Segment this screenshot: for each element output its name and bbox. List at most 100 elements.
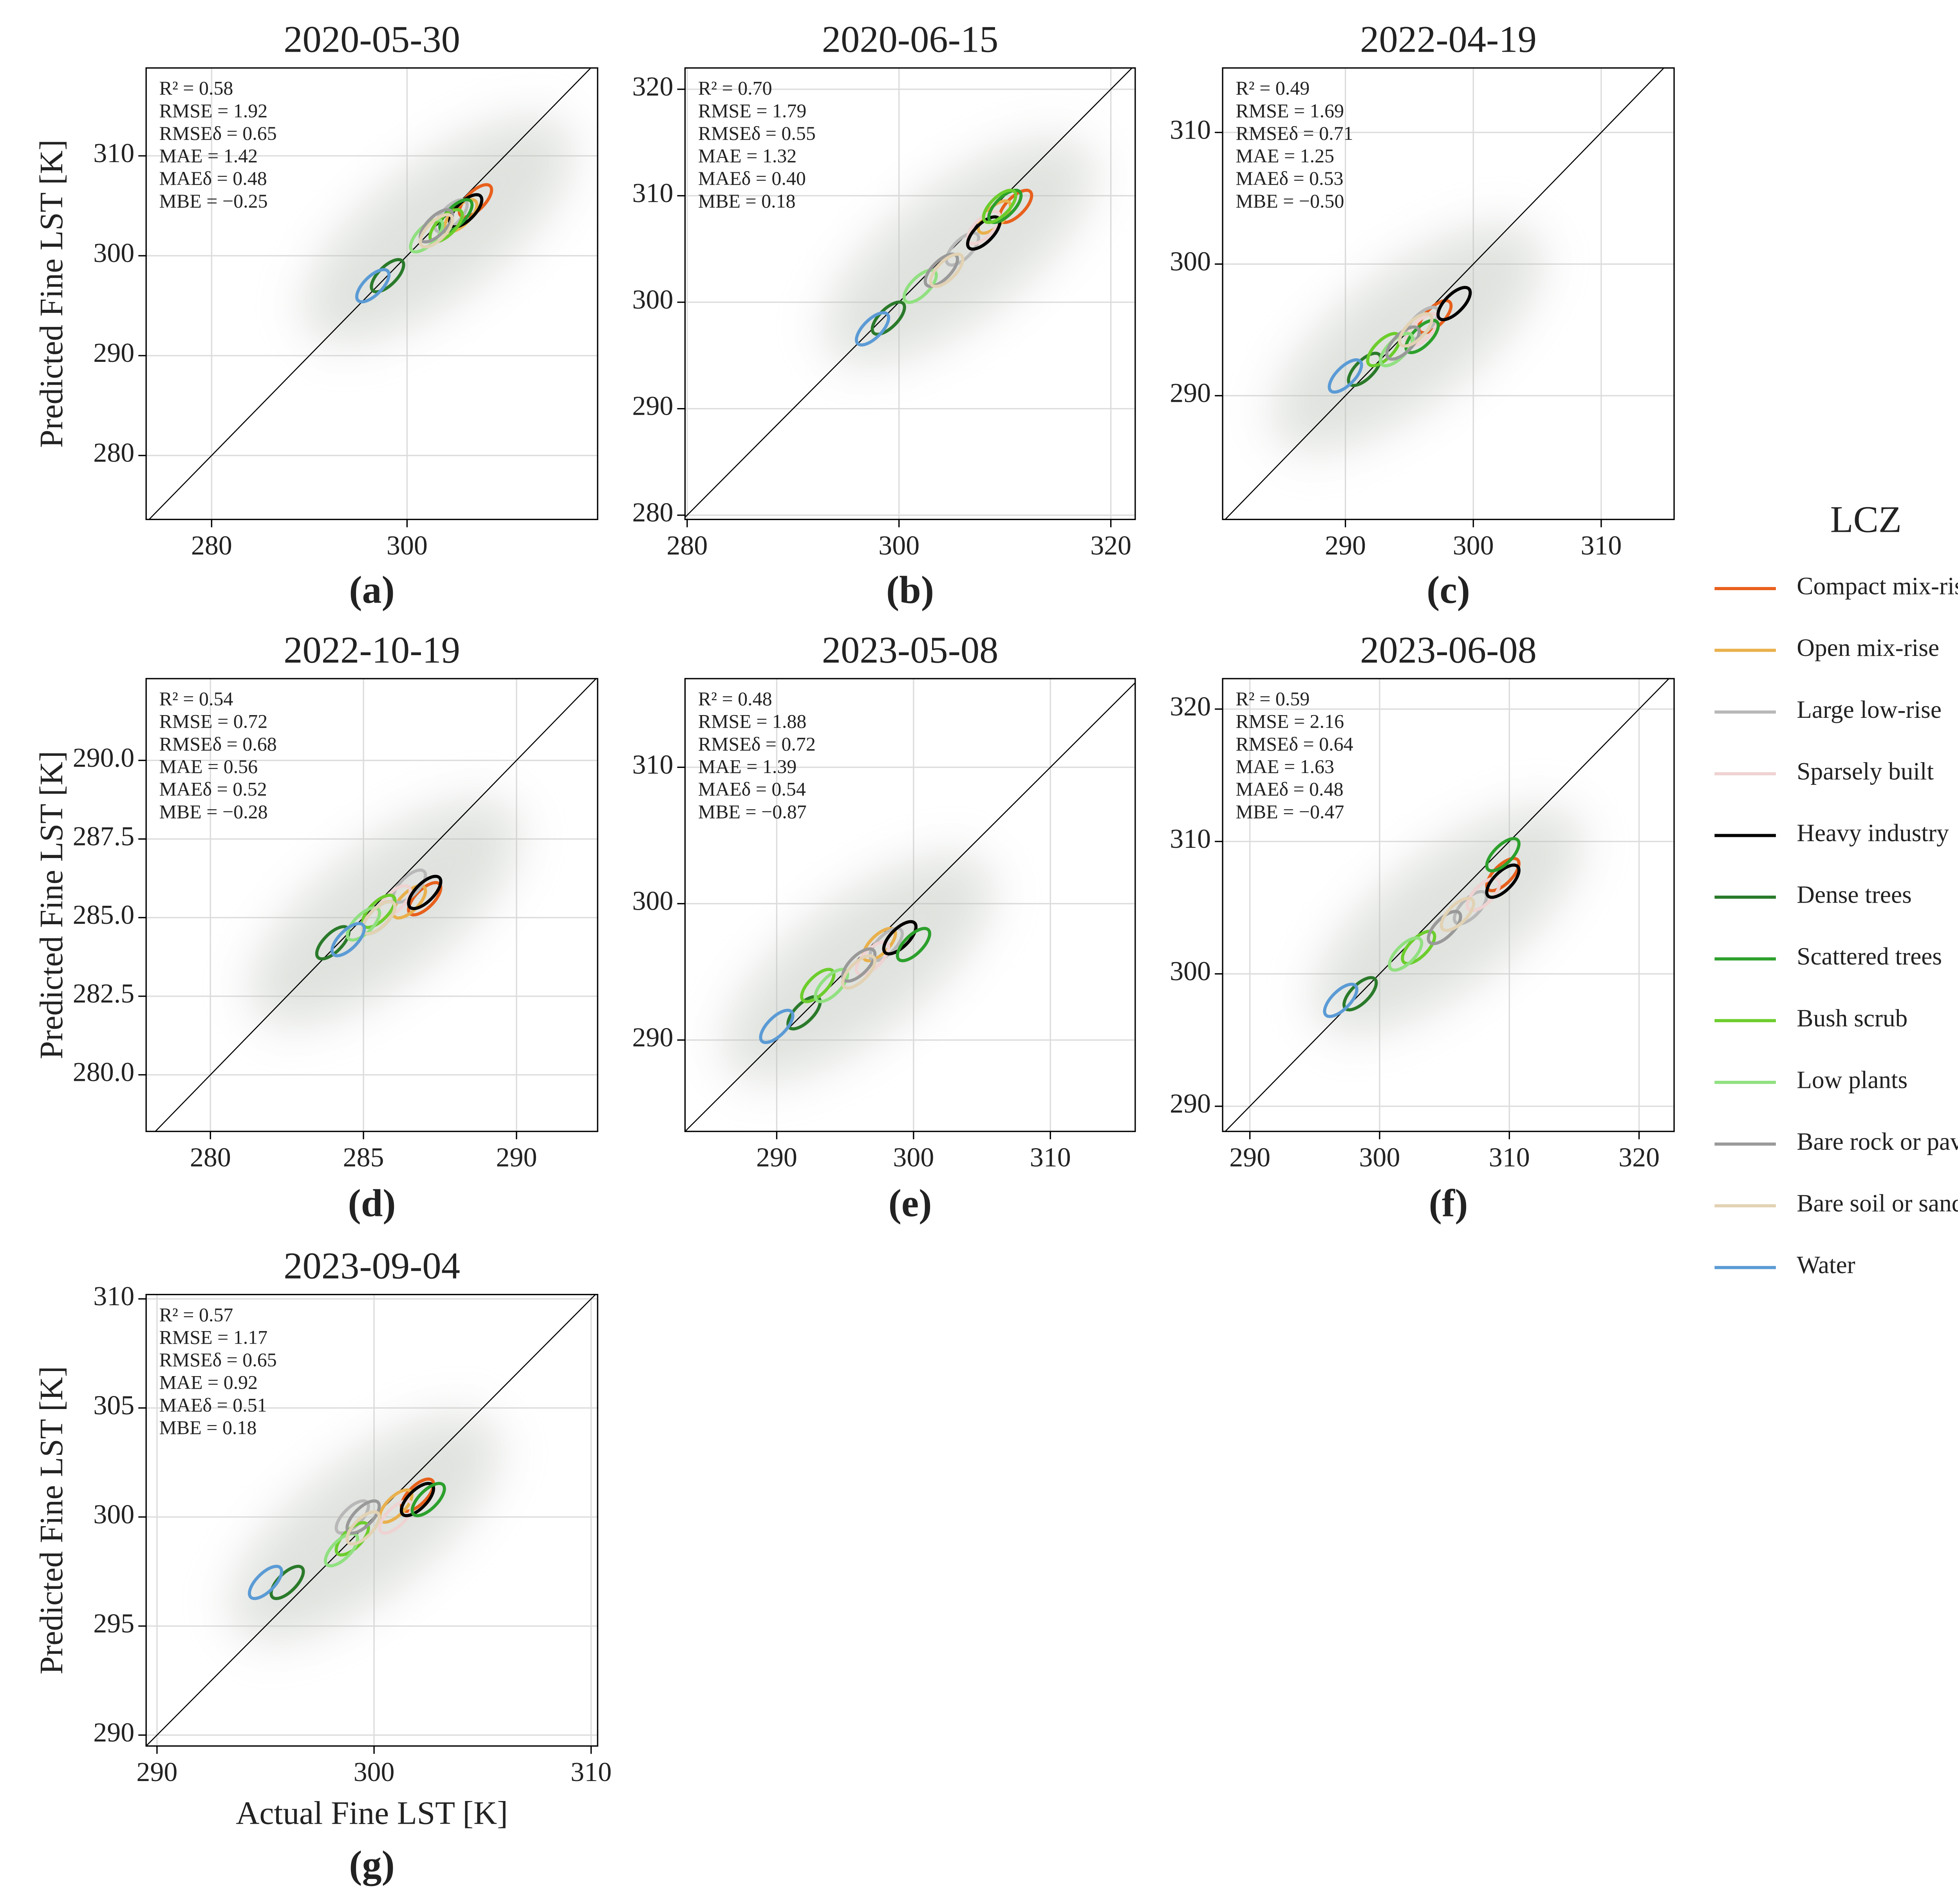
panel-title: 2022-04-19 <box>1360 18 1537 60</box>
x-tick-label: 290 <box>1229 1143 1270 1173</box>
panel-label: (a) <box>349 568 395 611</box>
x-tick-label: 310 <box>1030 1143 1071 1173</box>
y-tick-label: 290 <box>632 1022 673 1053</box>
panel-title: 2020-05-30 <box>284 18 460 60</box>
y-tick-label: 290.0 <box>73 743 134 773</box>
x-tick-label: 290 <box>1325 531 1366 561</box>
y-tick-label: 305 <box>93 1390 134 1420</box>
panel-label: (g) <box>349 1843 395 1886</box>
metric: R² = 0.57 <box>159 1304 233 1326</box>
lcz-contour <box>1485 837 1521 873</box>
y-tick-label: 310 <box>1170 115 1211 145</box>
lcz-contour <box>323 1532 359 1568</box>
panel-title: 2023-05-08 <box>822 629 999 671</box>
axes-frame <box>684 678 1136 1132</box>
lcz-contour <box>458 183 493 219</box>
metric: RMSEδ = 0.65 <box>159 122 277 144</box>
y-tick-label: 320 <box>1170 692 1211 722</box>
x-tick-label: 300 <box>1453 531 1494 561</box>
lcz-contour <box>1427 910 1462 945</box>
legend: LCZ Compact mix-rise Open mix-rise Large lo… <box>1714 499 1958 1279</box>
y-tick-label: 280 <box>632 498 673 528</box>
y-tick-label: 280 <box>93 438 134 468</box>
axes-frame <box>1222 67 1675 520</box>
metric: R² = 0.54 <box>159 688 233 710</box>
metric: MBE = −0.87 <box>698 800 807 822</box>
lcz-contour <box>407 874 443 910</box>
y-tick-label: 287.5 <box>73 821 134 851</box>
axes-frame <box>684 67 1136 520</box>
y-tick-label: 300 <box>1170 246 1211 276</box>
metric: MAE = 1.25 <box>1235 145 1334 167</box>
metric: MAE = 0.56 <box>159 755 258 777</box>
metric: MAEδ = 0.53 <box>1235 167 1343 189</box>
metric: MAEδ = 0.40 <box>698 167 806 189</box>
lcz-contour <box>1385 325 1421 361</box>
lcz-contour <box>854 311 890 347</box>
y-tick-label: 300 <box>632 886 673 916</box>
panel: 280 285 290 280.0 282.5 285.0 287.5 290.0 R² = 0… <box>34 629 598 1225</box>
lcz-contour <box>330 922 366 957</box>
lcz-contour <box>896 927 931 963</box>
lcz-contour <box>1436 286 1472 322</box>
y-tick-label: 285.0 <box>73 900 134 930</box>
lcz-contour <box>868 927 904 963</box>
panel-label: (d) <box>348 1181 396 1225</box>
lcz-contour <box>1323 983 1358 1018</box>
metric: R² = 0.49 <box>1235 77 1310 99</box>
metric: MBE = −0.28 <box>159 800 268 822</box>
lcz-contour <box>945 231 981 267</box>
metric: MBE = −0.50 <box>1235 190 1344 212</box>
legend-label: Sparsely built <box>1797 757 1934 785</box>
density-cloud <box>825 139 1094 365</box>
legend-label: Bare rock or paved <box>1797 1128 1958 1155</box>
metric: R² = 0.58 <box>159 77 233 99</box>
lcz-contour <box>1465 876 1501 912</box>
identity-line <box>1225 68 1664 520</box>
legend-label: Water <box>1797 1251 1855 1279</box>
legend-label: Compact mix-rise <box>1797 573 1958 600</box>
lcz-contour <box>345 1510 381 1546</box>
legend-label: Open mix-rise <box>1797 634 1939 661</box>
plot-area <box>146 68 598 520</box>
metric: RMSE = 1.79 <box>698 99 807 121</box>
legend-label: Bush scrub <box>1797 1004 1907 1032</box>
lcz-contour <box>345 906 381 942</box>
metric: MAEδ = 0.52 <box>159 778 267 800</box>
y-axis-label: Predicted Fine LST [K] <box>34 751 70 1059</box>
metric: R² = 0.59 <box>1235 688 1310 710</box>
y-tick-label: 290 <box>1170 1089 1211 1119</box>
metric: MBE = −0.25 <box>159 190 268 212</box>
x-tick-label: 300 <box>893 1143 934 1173</box>
x-tick-label: 300 <box>878 531 919 561</box>
x-tick-label: 310 <box>571 1757 612 1787</box>
x-tick-label: 290 <box>756 1143 797 1173</box>
lcz-contour <box>410 1482 446 1517</box>
lcz-contour <box>1401 930 1436 965</box>
panel-title: 2020-06-15 <box>822 18 999 60</box>
metric: MAE = 1.32 <box>698 145 797 167</box>
legend-label: Dense trees <box>1797 881 1912 909</box>
axes-frame <box>145 67 598 520</box>
metric: MAE = 1.39 <box>698 755 797 777</box>
x-tick-label: 290 <box>496 1143 537 1173</box>
lcz-contour <box>1388 936 1423 972</box>
y-tick-label: 310 <box>1170 824 1211 854</box>
x-tick-label: 285 <box>343 1143 384 1173</box>
y-tick-label: 280.0 <box>73 1057 134 1087</box>
axes-frame <box>145 1293 598 1747</box>
metric: MAE = 1.42 <box>159 145 258 167</box>
metric: MAEδ = 0.54 <box>698 778 806 800</box>
legend-label: Heavy industry <box>1797 819 1949 847</box>
x-tick-label: 280 <box>190 1143 231 1173</box>
y-tick-label: 310 <box>632 178 673 208</box>
metric: RMSE = 0.72 <box>159 710 268 732</box>
panel-label: (b) <box>886 568 934 611</box>
lcz-contour <box>841 954 877 990</box>
y-tick-label: 300 <box>93 1499 134 1530</box>
lcz-contour <box>800 968 836 1003</box>
